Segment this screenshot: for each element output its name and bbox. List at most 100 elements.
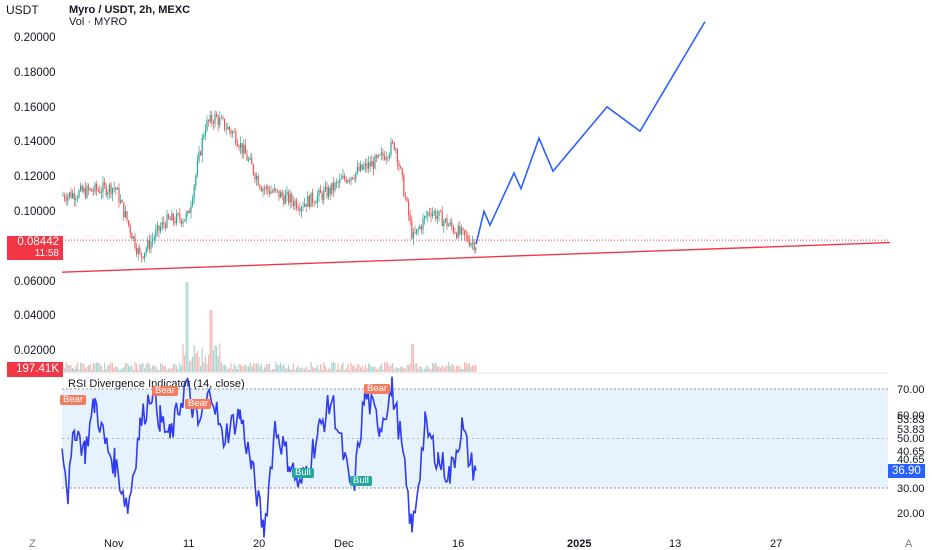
volume-bar xyxy=(139,363,141,372)
candle-body xyxy=(241,143,243,154)
volume-bar xyxy=(211,310,213,372)
candle-body xyxy=(428,212,430,214)
volume-bar xyxy=(137,369,139,372)
candle-body xyxy=(214,113,216,124)
candle-body xyxy=(62,195,64,197)
volume-bar xyxy=(238,363,240,372)
volume-bar xyxy=(387,362,389,372)
divergence-bear-label: Bear xyxy=(60,395,87,405)
volume-bar xyxy=(153,365,155,372)
candle-body xyxy=(267,186,269,191)
candle-body xyxy=(436,215,438,219)
rsi-tick-label: 60.00 xyxy=(897,410,925,422)
candle-body xyxy=(334,182,336,191)
price-tick-label: 0.14000 xyxy=(14,136,56,149)
volume-bar xyxy=(65,362,67,372)
candle-body xyxy=(153,237,155,240)
candle-body xyxy=(260,187,262,192)
rsi-tick-label: 53.83 xyxy=(897,424,925,436)
time-tick-label: Nov xyxy=(104,538,124,550)
volume-bar xyxy=(328,368,330,372)
volume-bar xyxy=(185,282,187,372)
candle-body xyxy=(238,146,240,149)
candle-body xyxy=(308,195,310,207)
candle-body xyxy=(252,164,254,174)
candle-body xyxy=(449,222,451,225)
volume-bar xyxy=(331,362,333,372)
candle-body xyxy=(382,152,384,157)
candle-body xyxy=(398,163,400,167)
rsi-title[interactable]: RSI Divergence Indicator (14, close) xyxy=(68,378,245,390)
volume-bar xyxy=(201,347,203,372)
last-price-value: 0.08442 xyxy=(17,236,59,248)
candle-body xyxy=(321,193,323,200)
candle-body xyxy=(150,241,152,249)
candle-body xyxy=(201,137,203,156)
candle-body xyxy=(134,236,136,249)
volume-bar xyxy=(268,363,270,372)
volume-bar xyxy=(75,366,77,372)
candle-body xyxy=(347,180,349,183)
volume-bar xyxy=(270,369,272,372)
rsi-tick-label: 20.00 xyxy=(897,508,925,520)
candle-body xyxy=(416,229,418,234)
candle-body xyxy=(460,227,462,235)
volume-bar xyxy=(313,368,315,372)
volume-bar xyxy=(131,365,133,372)
candle-body xyxy=(88,186,90,190)
volume-bar xyxy=(406,364,408,372)
volume-bar xyxy=(96,362,98,372)
candle-body xyxy=(348,180,350,182)
volume-bar xyxy=(390,364,392,372)
candle-body xyxy=(446,218,448,227)
price-tick-label: 0.18000 xyxy=(14,66,56,79)
candle-body xyxy=(440,210,442,212)
volume-bar xyxy=(147,362,149,372)
candle-body xyxy=(468,241,470,246)
candle-body xyxy=(465,234,467,236)
volume-bar xyxy=(408,365,410,372)
candle-body xyxy=(342,175,344,179)
candle-body xyxy=(305,203,307,207)
volume-last-tag: 197.41K xyxy=(7,362,63,377)
volume-bar xyxy=(388,366,390,372)
volume-bar xyxy=(299,367,301,372)
volume-bar xyxy=(292,363,294,372)
volume-bar xyxy=(272,369,274,372)
volume-bar xyxy=(353,366,355,372)
volume-bar xyxy=(305,366,307,372)
volume-bar xyxy=(425,367,427,372)
volume-bar xyxy=(67,364,69,372)
auto-scale-button[interactable]: A xyxy=(905,538,913,550)
candle-body xyxy=(462,227,464,231)
volume-bar xyxy=(403,367,405,372)
candle-body xyxy=(257,176,259,186)
candle-body xyxy=(83,188,85,192)
volume-bar xyxy=(368,363,370,372)
candle-body xyxy=(420,226,422,230)
reset-zoom-button[interactable]: Z xyxy=(29,538,36,550)
volume-bar xyxy=(310,362,312,372)
volume-bar xyxy=(361,366,363,372)
price-tick-label: 0.10000 xyxy=(14,206,56,218)
candle-body xyxy=(80,185,82,191)
currency-label[interactable]: USDT xyxy=(6,3,39,17)
volume-bar xyxy=(280,362,282,372)
candle-body xyxy=(184,219,186,222)
candle-body xyxy=(393,142,395,150)
price-tick-label: 0.16000 xyxy=(14,101,56,114)
volume-bar xyxy=(228,368,230,372)
candle-body xyxy=(374,155,376,169)
candle-body xyxy=(363,166,365,170)
candle-body xyxy=(198,151,200,162)
candle-body xyxy=(92,191,94,193)
volume-bar xyxy=(129,366,131,372)
symbol-title[interactable]: Myro / USDT, 2h, MEXC xyxy=(69,4,191,16)
volume-bar xyxy=(148,364,150,372)
candle-body xyxy=(144,252,146,259)
volume-bar xyxy=(204,356,206,372)
candle-body xyxy=(254,173,256,180)
volume-bar xyxy=(283,364,285,372)
